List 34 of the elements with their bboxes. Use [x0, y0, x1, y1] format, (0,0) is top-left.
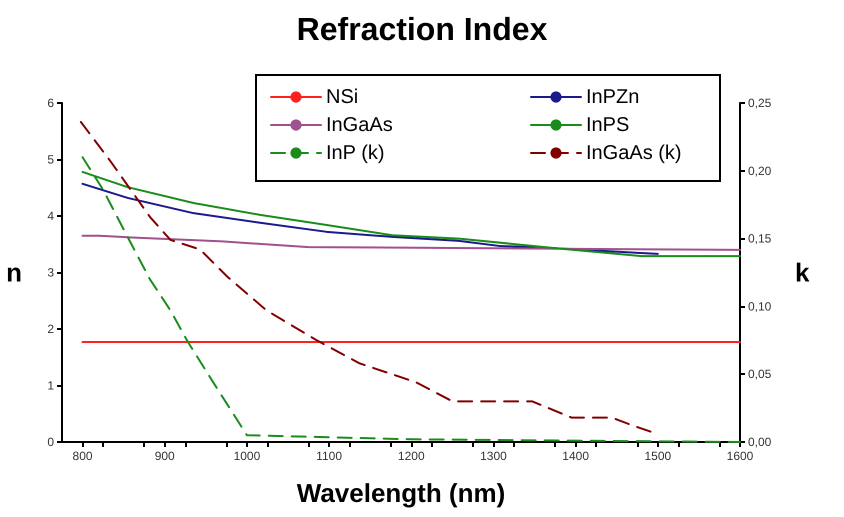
legend-label: NSi: [326, 86, 358, 108]
x-tick-label: 1600: [726, 449, 754, 463]
line-series: [82, 234, 741, 251]
legend-label: InGaAs: [326, 114, 393, 136]
y-tick-label: 6: [47, 96, 54, 110]
x-tick-label: 1100: [316, 449, 342, 463]
y2-tick-label: 0,00: [748, 435, 772, 449]
y2-axis-title: k: [795, 258, 810, 288]
x-tick-label: 1400: [562, 449, 590, 463]
x-tick-label: 1000: [234, 449, 261, 463]
x-tick-label: 900: [154, 449, 176, 463]
legend-label: InPZn: [586, 86, 640, 108]
x-tick-label: 800: [72, 449, 93, 463]
y-axis-title: n: [6, 258, 22, 288]
y2-tick-label: 0,25: [748, 96, 772, 110]
x-tick-label: 1500: [644, 449, 672, 463]
y2-tick-label: 0,10: [748, 299, 772, 314]
x-tick-label: 1200: [398, 449, 425, 463]
legend-label: InGaAs (k): [586, 142, 682, 164]
legend-label: InP (k): [326, 142, 385, 164]
y-tick-label: 3: [47, 266, 54, 280]
chart-title: Refraction Index: [296, 11, 548, 47]
y2-tick-label: 0,20: [748, 164, 772, 178]
x-tick-label: 1300: [480, 449, 508, 463]
y-tick-label: 5: [47, 152, 54, 166]
x-axis-title: Wavelength (nm): [296, 478, 506, 508]
y-tick-label: 4: [47, 209, 54, 223]
y-tick-label: 1: [47, 378, 54, 392]
y2-tick-label: 0,05: [748, 367, 772, 382]
y-tick-label: 0: [47, 435, 54, 449]
legend-label: InPS: [586, 114, 630, 136]
y-tick-label: 2: [47, 322, 54, 336]
line-series: [82, 182, 659, 255]
y2-tick-label: 0,15: [748, 232, 772, 246]
